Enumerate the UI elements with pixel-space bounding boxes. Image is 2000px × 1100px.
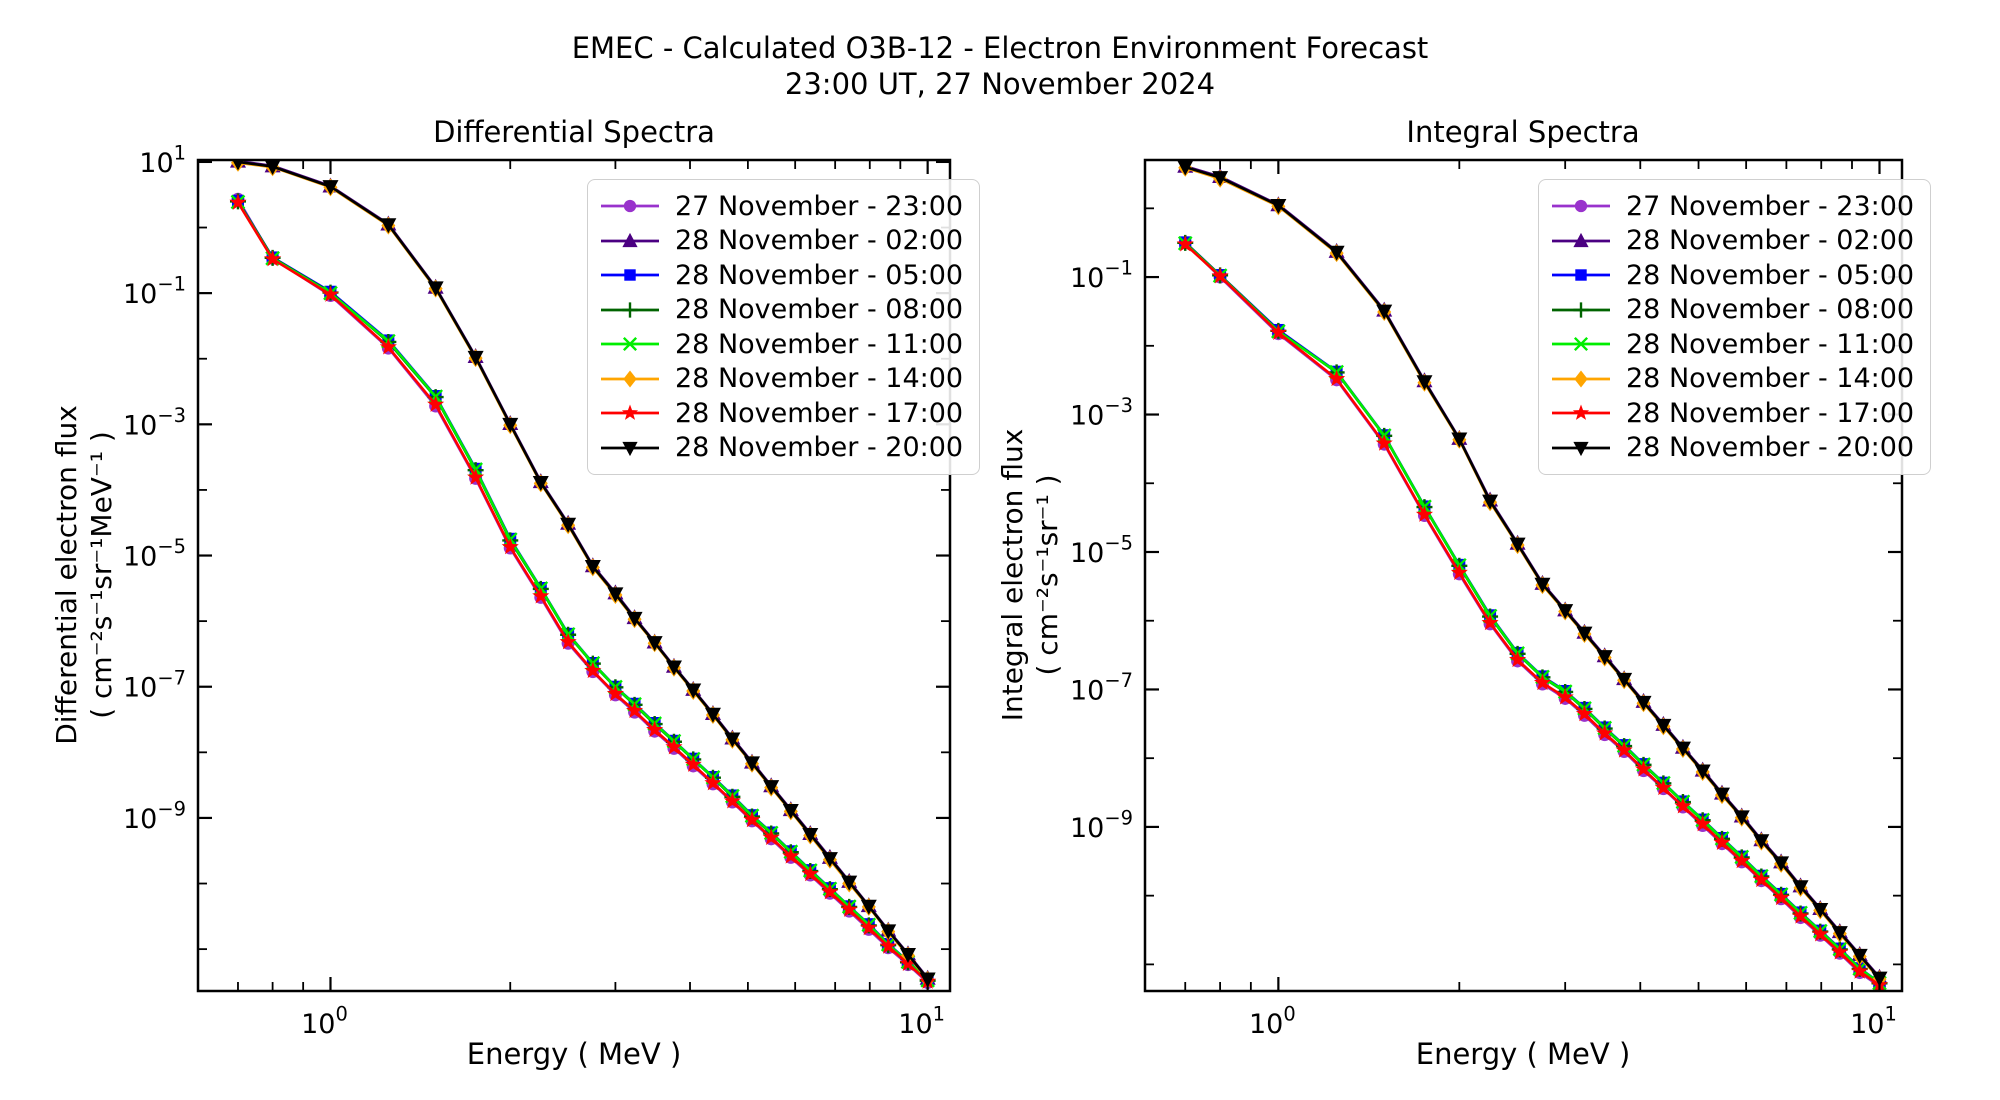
- legend-item-label: 27 November - 23:00: [675, 190, 964, 222]
- legend-item-label: 28 November - 20:00: [1626, 432, 1915, 464]
- diamond-marker-icon: [1552, 370, 1610, 388]
- legend-item: 28 November - 20:00: [1549, 431, 1914, 466]
- x-axis-label-integral: Energy ( MeV ): [1415, 1037, 1631, 1071]
- legend-item-label: 28 November - 14:00: [1626, 363, 1915, 395]
- legend-item: 28 November - 14:00: [1549, 362, 1914, 397]
- plus-marker-icon: [1552, 302, 1610, 318]
- legend-item: 28 November - 20:00: [598, 431, 963, 466]
- series-28-november-17-00: [1176, 235, 1889, 991]
- triangle-up-marker-icon: [601, 232, 659, 247]
- svg-text:10−1: 10−1: [123, 273, 186, 310]
- axes-frame: [1143, 158, 1904, 993]
- diamond-marker-icon: [601, 370, 659, 388]
- star-marker-icon: [601, 404, 659, 421]
- legend-item: 28 November - 17:00: [1549, 396, 1914, 431]
- legend-item: 28 November - 14:00: [598, 362, 963, 397]
- circle-marker-icon: [601, 200, 659, 213]
- legend-item-label: 28 November - 05:00: [675, 259, 964, 291]
- legend-item-label: 28 November - 02:00: [1626, 225, 1915, 257]
- svg-text:10−7: 10−7: [123, 666, 186, 703]
- svg-text:10−7: 10−7: [1070, 669, 1133, 706]
- legend-item-label: 28 November - 02:00: [675, 225, 964, 257]
- axes-frame: [196, 158, 952, 993]
- suptitle-line1: EMEC - Calculated O3B-12 - Electron Envi…: [571, 31, 1429, 65]
- legend-item-label: 27 November - 23:00: [1626, 190, 1915, 222]
- svg-text:10−5: 10−5: [123, 535, 186, 572]
- legend-item-label: 28 November - 17:00: [1626, 397, 1915, 429]
- legend-item: 27 November - 23:00: [1549, 189, 1914, 224]
- x-marker-icon: [1552, 337, 1610, 352]
- y-axis-label-differential: Differential electron flux ( cm⁻²s⁻¹sr⁻¹…: [50, 405, 118, 745]
- x-axis-label-differential: Energy ( MeV ): [466, 1037, 682, 1071]
- legend-item-label: 28 November - 20:00: [675, 432, 964, 464]
- legend-differential: 27 November - 23:00 28 November - 02:00 28…: [587, 179, 981, 475]
- legend-item: 28 November - 17:00: [598, 396, 963, 431]
- legend-item: 28 November - 02:00: [598, 224, 963, 259]
- svg-text:100: 100: [1249, 1003, 1296, 1040]
- svg-text:10−3: 10−3: [123, 404, 186, 441]
- svg-text:10−3: 10−3: [1070, 394, 1133, 431]
- integral-spectra-chart: 100 101 10−1 10−3 10−5 10−7 10−9: [1070, 158, 1904, 1040]
- svg-text:101: 101: [898, 1003, 945, 1040]
- legend-item: 28 November - 05:00: [1549, 258, 1914, 293]
- circle-marker-icon: [1552, 200, 1610, 213]
- series-28-november-17-00: [229, 193, 937, 989]
- svg-text:101: 101: [1850, 1003, 1897, 1040]
- series-28-november-20-00: [232, 160, 936, 988]
- x-marker-icon: [601, 337, 659, 352]
- square-marker-icon: [601, 269, 659, 281]
- legend-item: 27 November - 23:00: [598, 189, 963, 224]
- square-marker-icon: [1552, 269, 1610, 281]
- plus-marker-icon: [601, 302, 659, 318]
- svg-text:101: 101: [139, 142, 186, 179]
- legend-item-label: 28 November - 17:00: [675, 397, 964, 429]
- integral-spectra-title: Integral Spectra: [1406, 115, 1640, 149]
- y-axis-label-integral: Integral electron flux ( cm⁻²s⁻¹sr⁻¹ ): [996, 428, 1064, 722]
- legend-item: 28 November - 11:00: [598, 327, 963, 362]
- svg-text:100: 100: [301, 1003, 348, 1040]
- svg-text:10−1: 10−1: [1070, 257, 1133, 294]
- triangle-up-marker-icon: [1552, 232, 1610, 247]
- legend-item: 28 November - 08:00: [1549, 293, 1914, 328]
- star-marker-icon: [1552, 404, 1610, 421]
- legend-item-label: 28 November - 11:00: [675, 328, 964, 360]
- legend-item-label: 28 November - 11:00: [1626, 328, 1915, 360]
- legend-item-label: 28 November - 08:00: [675, 294, 964, 326]
- legend-item: 28 November - 08:00: [598, 293, 963, 328]
- differential-spectra-chart: 100 101 101 10−1 10−3 10−5 10−7 10−9: [123, 142, 952, 1040]
- differential-spectra-title: Differential Spectra: [433, 115, 715, 149]
- triangle-down-marker-icon: [601, 441, 659, 456]
- legend-item-label: 28 November - 05:00: [1626, 259, 1915, 291]
- series-group: [1176, 160, 1889, 991]
- svg-text:10−9: 10−9: [1070, 807, 1133, 844]
- suptitle-line2: 23:00 UT, 27 November 2024: [784, 67, 1216, 101]
- legend-item: 28 November - 05:00: [598, 258, 963, 293]
- legend-item-label: 28 November - 14:00: [675, 363, 964, 395]
- figure-suptitle: EMEC - Calculated O3B-12 - Electron Envi…: [0, 30, 2000, 102]
- svg-text:10−5: 10−5: [1070, 532, 1133, 569]
- triangle-down-marker-icon: [1552, 441, 1610, 456]
- legend-item-label: 28 November - 08:00: [1626, 294, 1915, 326]
- svg-text:10−9: 10−9: [123, 798, 186, 835]
- legend-integral: 27 November - 23:00 28 November - 02:00 28…: [1538, 179, 1932, 475]
- legend-item: 28 November - 11:00: [1549, 327, 1914, 362]
- legend-item: 28 November - 02:00: [1549, 224, 1914, 259]
